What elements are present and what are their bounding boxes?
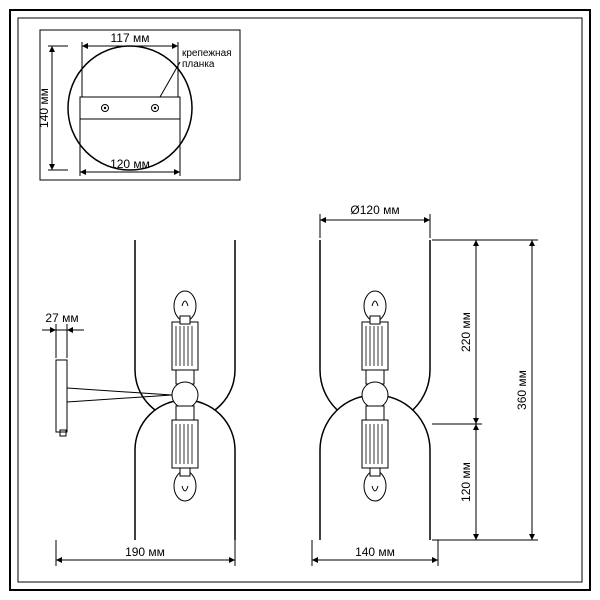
dim-27-label: 27 мм	[45, 311, 78, 325]
dim-360-label: 360 мм	[515, 370, 529, 410]
dim-140-label: 140 мм	[37, 88, 51, 128]
front-view: Ø120 мм 140 мм 220 мм 120 мм 360 мм	[312, 203, 538, 566]
dim-120h-label: 120 мм	[459, 462, 473, 502]
dim-d120-label: Ø120 мм	[350, 203, 399, 217]
dim-117-label: 117 мм	[111, 31, 150, 45]
top-view: 117 мм крепежная планка 120 мм 140 мм	[37, 30, 240, 180]
plate-label-1: крепежная	[182, 48, 232, 59]
diagram-canvas: 117 мм крепежная планка 120 мм 140 мм	[0, 0, 600, 600]
dim-140w-label: 140 мм	[355, 545, 395, 559]
plate-label-2: планка	[182, 59, 215, 70]
dim-120-label: 120 мм	[110, 157, 150, 171]
dim-190-label: 190 мм	[125, 545, 165, 559]
dim-220-label: 220 мм	[459, 312, 473, 352]
side-view: 27 мм 190 мм	[42, 240, 235, 566]
